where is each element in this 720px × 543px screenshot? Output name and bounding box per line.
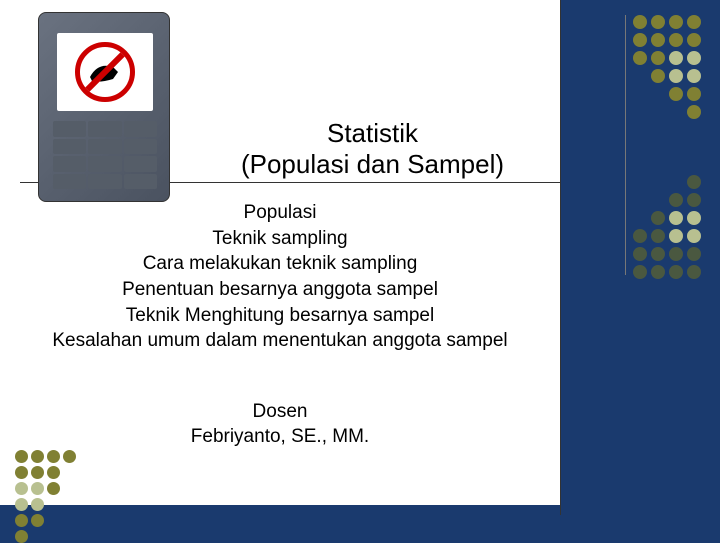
- title-line-1: Statistik: [200, 118, 545, 149]
- topic-item: Penentuan besarnya anggota sampel: [0, 277, 560, 303]
- title-line-2: (Populasi dan Sampel): [200, 149, 545, 180]
- slide-title: Statistik (Populasi dan Sampel): [200, 118, 545, 180]
- topic-item: Populasi: [0, 200, 560, 226]
- instructor-name: Febriyanto, SE., MM.: [0, 425, 560, 450]
- topic-list: Populasi Teknik sampling Cara melakukan …: [0, 200, 560, 354]
- instructor-block: Dosen Febriyanto, SE., MM.: [0, 400, 560, 449]
- topic-item: Teknik Menghitung besarnya sampel: [0, 303, 560, 329]
- no-phone-icon: [75, 42, 135, 102]
- topic-item: Cara melakukan teknik sampling: [0, 251, 560, 277]
- topic-item: Teknik sampling: [0, 226, 560, 252]
- instructor-label: Dosen: [0, 400, 560, 425]
- phone-screen: [57, 33, 153, 111]
- phone-keypad: [53, 121, 157, 189]
- phone-illustration: [38, 12, 170, 202]
- topic-item: Kesalahan umum dalam menentukan anggota …: [0, 328, 560, 354]
- divider-right: [625, 15, 626, 275]
- divider-main: [560, 0, 561, 515]
